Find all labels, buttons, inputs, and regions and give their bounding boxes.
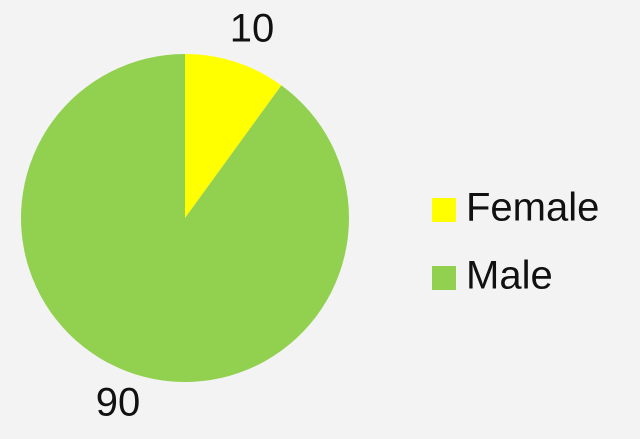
data-label: 90 [96, 381, 141, 425]
pie-slice [20, 54, 349, 383]
legend-swatch [432, 266, 456, 290]
legend-label: Male [466, 254, 553, 298]
legend-label: Female [466, 186, 599, 230]
pie-slice [185, 54, 282, 218]
legend-swatch [432, 198, 456, 222]
data-label: 10 [230, 6, 275, 50]
